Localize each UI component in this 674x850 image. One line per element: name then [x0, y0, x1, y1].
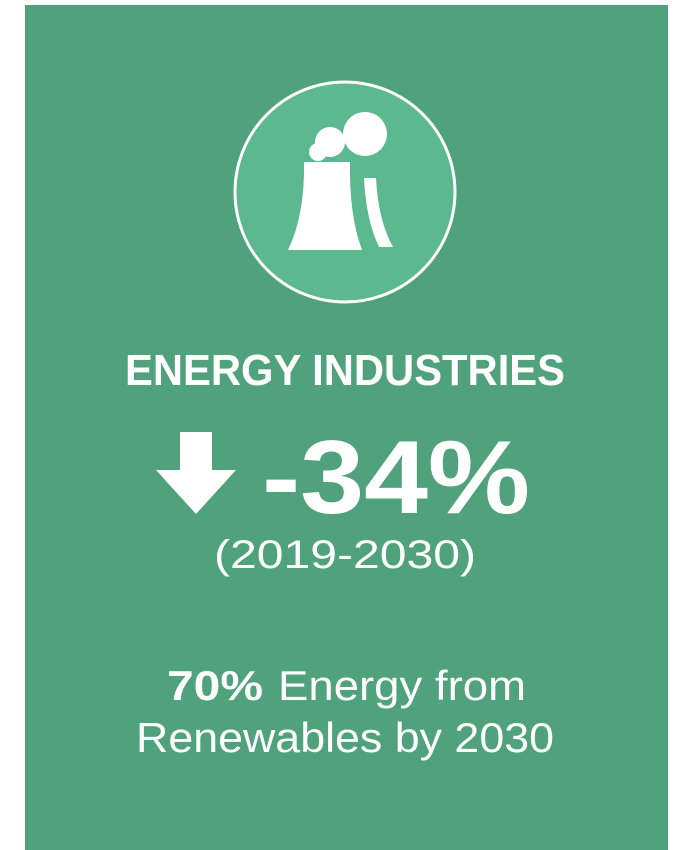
change-value: -34% [262, 420, 530, 536]
power-plant-icon [233, 80, 457, 304]
note-line: Energy from [278, 662, 526, 709]
tower-stripe [364, 178, 393, 247]
title: ENERGY INDUSTRIES [125, 346, 565, 395]
smoke [343, 112, 387, 156]
cooling-tower [288, 162, 362, 250]
smoke [309, 143, 327, 161]
note-line: Renewables by 2030 [136, 714, 554, 761]
down-arrow [156, 432, 236, 514]
note-highlight: 70% [167, 662, 263, 709]
period: (2019-2030) [214, 533, 476, 577]
